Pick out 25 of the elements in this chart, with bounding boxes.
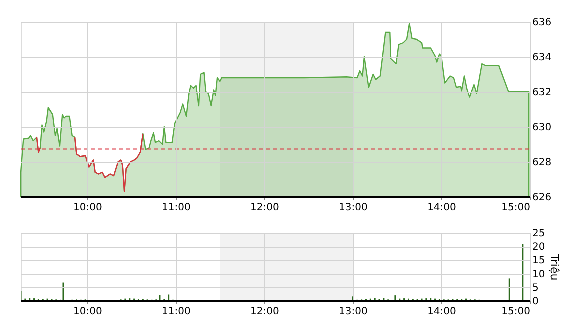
y-tick-label: 628 bbox=[532, 158, 552, 168]
x-tick-label: 12:00 bbox=[250, 306, 280, 318]
x-tick-label: 10:00 bbox=[73, 202, 102, 214]
y-tick-label: 632 bbox=[532, 88, 552, 98]
y-tick-label: 25 bbox=[532, 228, 546, 240]
x-tick-label: 13:00 bbox=[339, 306, 368, 318]
y-tick-label: 5 bbox=[532, 282, 539, 294]
x-tick-label: 14:00 bbox=[428, 202, 456, 214]
x-tick-label: 10:00 bbox=[73, 306, 102, 318]
y-axis-title: Triệu bbox=[548, 253, 562, 281]
y-tick-label: 10 bbox=[532, 269, 546, 280]
y-tick-label: 626 bbox=[532, 192, 552, 204]
y-tick-label: 0 bbox=[532, 296, 539, 308]
x-tick-label: 15:00 bbox=[502, 306, 530, 318]
x-tick-label: 12:00 bbox=[250, 202, 280, 214]
y-tick-label: 15 bbox=[532, 256, 546, 267]
y-tick-label: 634 bbox=[532, 52, 552, 64]
x-tick-label: 11:00 bbox=[162, 306, 191, 318]
y-tick-label: 630 bbox=[532, 122, 552, 134]
x-tick-label: 13:00 bbox=[339, 202, 368, 214]
y-tick-label: 636 bbox=[532, 18, 552, 28]
x-tick-label: 15:00 bbox=[502, 202, 530, 214]
x-tick-label: 11:00 bbox=[162, 202, 191, 214]
x-tick-label: 14:00 bbox=[428, 306, 456, 318]
y-tick-label: 20 bbox=[532, 242, 546, 254]
